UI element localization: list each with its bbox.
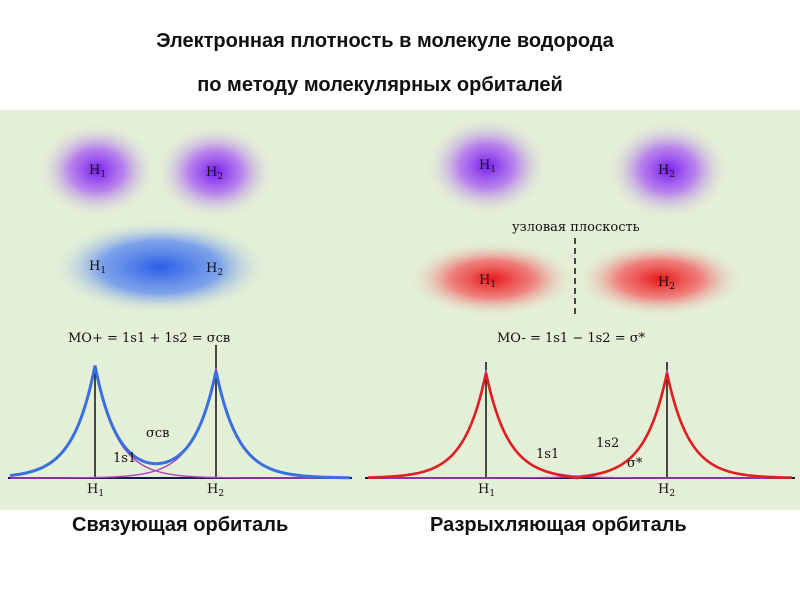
bonding-cloud xyxy=(50,219,270,315)
antibonding-formula: MO- = 1s1 − 1s2 = σ* xyxy=(497,331,646,346)
label-1s1-left: 1s1 xyxy=(113,451,136,466)
svg-text:H2: H2 xyxy=(658,275,675,292)
atom-label-h1: H xyxy=(479,158,490,173)
svg-text:H2: H2 xyxy=(658,482,675,499)
svg-text:H2: H2 xyxy=(207,482,224,499)
label-1s2-right: 1s2 xyxy=(596,436,619,451)
atom-label-h1: H xyxy=(89,259,100,274)
svg-text:H1: H1 xyxy=(479,273,496,290)
svg-text:H2: H2 xyxy=(658,163,675,180)
title-line-1: Электронная плотность в молекуле водород… xyxy=(156,30,614,52)
curve-1s1-right xyxy=(367,370,792,479)
curve-antibonding xyxy=(368,372,792,480)
svg-text:H1: H1 xyxy=(479,158,496,175)
title-line-2: по методу молекулярных орбиталей xyxy=(197,74,563,96)
atom-label-h1: H xyxy=(89,163,100,178)
axis-atom-labels: H1 H2 H1 H2 xyxy=(87,482,675,499)
svg-text:H1: H1 xyxy=(89,163,106,180)
curve-1s2-left xyxy=(10,367,350,479)
label-1s1-right: 1s1 xyxy=(536,447,559,462)
curve-1s2-right xyxy=(368,370,792,479)
h2-atomic-cloud-left xyxy=(155,124,275,220)
atom-label-h2: H xyxy=(206,165,217,180)
caption-antibonding: Разрыхляющая орбиталь xyxy=(430,514,687,536)
atom-label-h2: H xyxy=(658,275,669,290)
antibonding-cloud-right xyxy=(575,241,745,317)
label-sigma-bonding: σсв xyxy=(146,426,169,441)
nodal-plane-label: узловая плоскость xyxy=(512,220,640,235)
bonding-formula: MO+ = 1s1 + 1s2 = σсв xyxy=(68,331,230,346)
h1-atomic-cloud-right xyxy=(425,116,549,216)
atom-label-h2: H xyxy=(206,261,217,276)
h1-atomic-cloud-left xyxy=(37,122,157,218)
h2-atomic-cloud-right xyxy=(606,120,730,220)
svg-text:H1: H1 xyxy=(478,482,495,499)
svg-text:H1: H1 xyxy=(89,259,106,276)
curve-bonding xyxy=(9,365,350,480)
atom-label-h2: H xyxy=(658,163,669,178)
antibonding-cloud-left xyxy=(407,241,577,317)
svg-text:H1: H1 xyxy=(87,482,104,499)
atom-labels: H1 H2 H1 H2 H1 H2 H1 H2 xyxy=(89,158,675,292)
caption-bonding: Связующая орбиталь xyxy=(72,514,289,536)
atom-label-h1: H xyxy=(479,273,490,288)
svg-text:H2: H2 xyxy=(206,165,223,182)
svg-text:H2: H2 xyxy=(206,261,223,278)
label-sigma-star: σ* xyxy=(627,456,643,471)
curve-1s1-left xyxy=(9,367,350,479)
